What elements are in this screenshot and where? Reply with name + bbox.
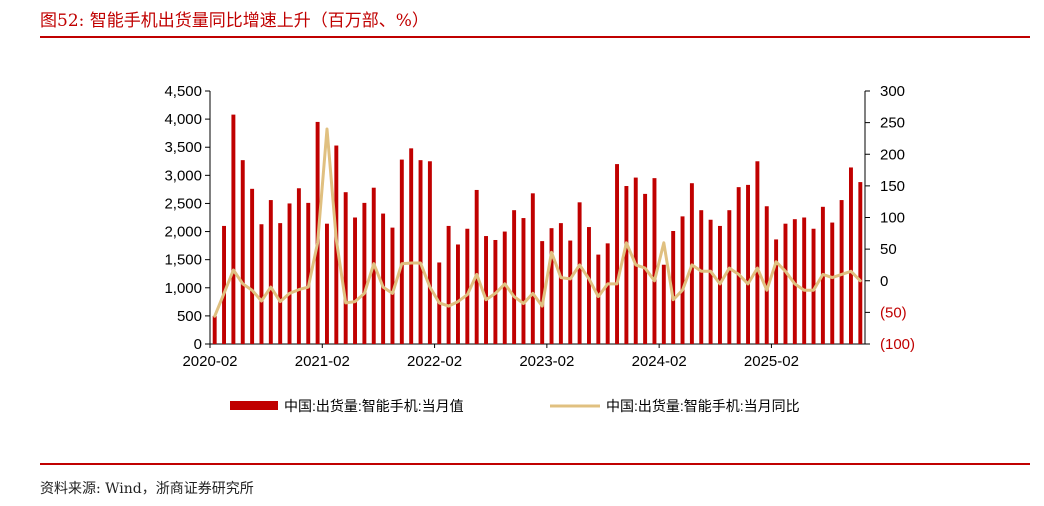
- legend-line-label: 中国:出货量:智能手机:当月同比: [606, 398, 800, 414]
- bar: [502, 231, 507, 344]
- legend-bar-label: 中国:出货量:智能手机:当月值: [284, 398, 464, 414]
- left-tick-label: 1,500: [164, 252, 202, 269]
- legend-bar-swatch: [230, 401, 278, 410]
- x-tick-label: 2023-02: [519, 353, 574, 370]
- bar: [830, 222, 835, 344]
- bar: [446, 225, 451, 344]
- bar: [278, 223, 283, 344]
- x-tick-label: 2024-02: [632, 353, 687, 370]
- bar: [484, 236, 489, 344]
- bar: [324, 223, 329, 344]
- bar: [736, 187, 741, 344]
- right-tick-label: 100: [880, 210, 905, 227]
- bar: [343, 192, 348, 344]
- bar: [390, 227, 395, 344]
- left-tick-label: 4,500: [164, 83, 202, 100]
- right-tick-label: 150: [880, 178, 905, 195]
- left-tick-label: 1,000: [164, 280, 202, 297]
- bar: [699, 210, 704, 344]
- x-tick-label: 2020-02: [182, 353, 237, 370]
- bar: [306, 202, 311, 344]
- x-tick-label: 2025-02: [744, 353, 799, 370]
- right-tick-label: 300: [880, 83, 905, 100]
- bar: [661, 264, 666, 344]
- bar: [577, 202, 582, 344]
- bar: [427, 161, 432, 344]
- figure-title: 图52: 智能手机出货量同比增速上升（百万部、%）: [40, 11, 429, 31]
- bar: [586, 227, 591, 344]
- title-divider: [40, 36, 1030, 38]
- bar: [418, 160, 423, 344]
- left-tick-label: 4,000: [164, 111, 202, 128]
- bar: [652, 178, 657, 344]
- bar: [240, 160, 245, 344]
- bar: [474, 189, 479, 344]
- bar: [465, 228, 470, 344]
- bar: [811, 228, 816, 344]
- bar: [848, 167, 853, 344]
- left-tick-label: 500: [177, 308, 202, 325]
- bar: [540, 241, 545, 344]
- yoy-line: [213, 127, 862, 318]
- bar: [633, 177, 638, 344]
- bar: [671, 230, 676, 344]
- bar: [802, 217, 807, 344]
- bar: [231, 114, 236, 344]
- bar: [530, 193, 535, 344]
- bar: [259, 224, 264, 344]
- left-tick-label: 2,500: [164, 195, 202, 212]
- bar: [615, 164, 620, 344]
- right-tick-label: 200: [880, 146, 905, 163]
- right-tick-label: (100): [880, 336, 915, 353]
- bar: [624, 186, 629, 344]
- left-tick-label: 3,500: [164, 139, 202, 156]
- bar: [746, 184, 751, 344]
- left-tick-label: 0: [194, 336, 202, 353]
- bar: [774, 239, 779, 344]
- right-tick-label: 250: [880, 115, 905, 132]
- bar: [558, 223, 563, 344]
- bar: [455, 244, 460, 344]
- bar: [512, 210, 517, 344]
- bar: [596, 254, 601, 344]
- bar: [409, 148, 414, 344]
- bar: [858, 182, 863, 344]
- bar: [568, 240, 573, 344]
- bar: [250, 188, 255, 344]
- bar: [549, 228, 554, 344]
- bar: [296, 188, 301, 344]
- bar: [727, 210, 732, 344]
- x-tick-label: 2021-02: [295, 353, 350, 370]
- footer-divider: [40, 463, 1030, 465]
- dual-axis-chart: 05001,0001,5002,0002,5003,0003,5004,0004…: [164, 83, 915, 414]
- bar: [362, 202, 367, 344]
- right-tick-label: 50: [880, 241, 897, 258]
- x-tick-label: 2022-02: [407, 353, 462, 370]
- left-tick-label: 2,000: [164, 224, 202, 241]
- bar: [353, 217, 358, 344]
- bar: [764, 206, 769, 344]
- bar: [399, 159, 404, 344]
- bar: [839, 200, 844, 344]
- right-tick-label: (50): [880, 304, 907, 321]
- source-note: 资料来源: Wind，浙商证券研究所: [40, 481, 254, 497]
- bar: [680, 216, 685, 344]
- bar: [708, 219, 713, 344]
- bar: [755, 161, 760, 344]
- bar: [287, 203, 292, 344]
- bar: [268, 200, 273, 344]
- right-tick-label: 0: [880, 273, 888, 290]
- bar: [212, 315, 217, 344]
- bar: [605, 243, 610, 344]
- bar: [783, 223, 788, 344]
- chart-area: 0 500 1,000 1,500 2,000 2,500 3,000 3,500 4,000 4…: [120, 65, 935, 445]
- bar: [222, 225, 227, 344]
- bar: [381, 213, 386, 344]
- left-tick-label: 3,000: [164, 167, 202, 184]
- bar: [521, 218, 526, 344]
